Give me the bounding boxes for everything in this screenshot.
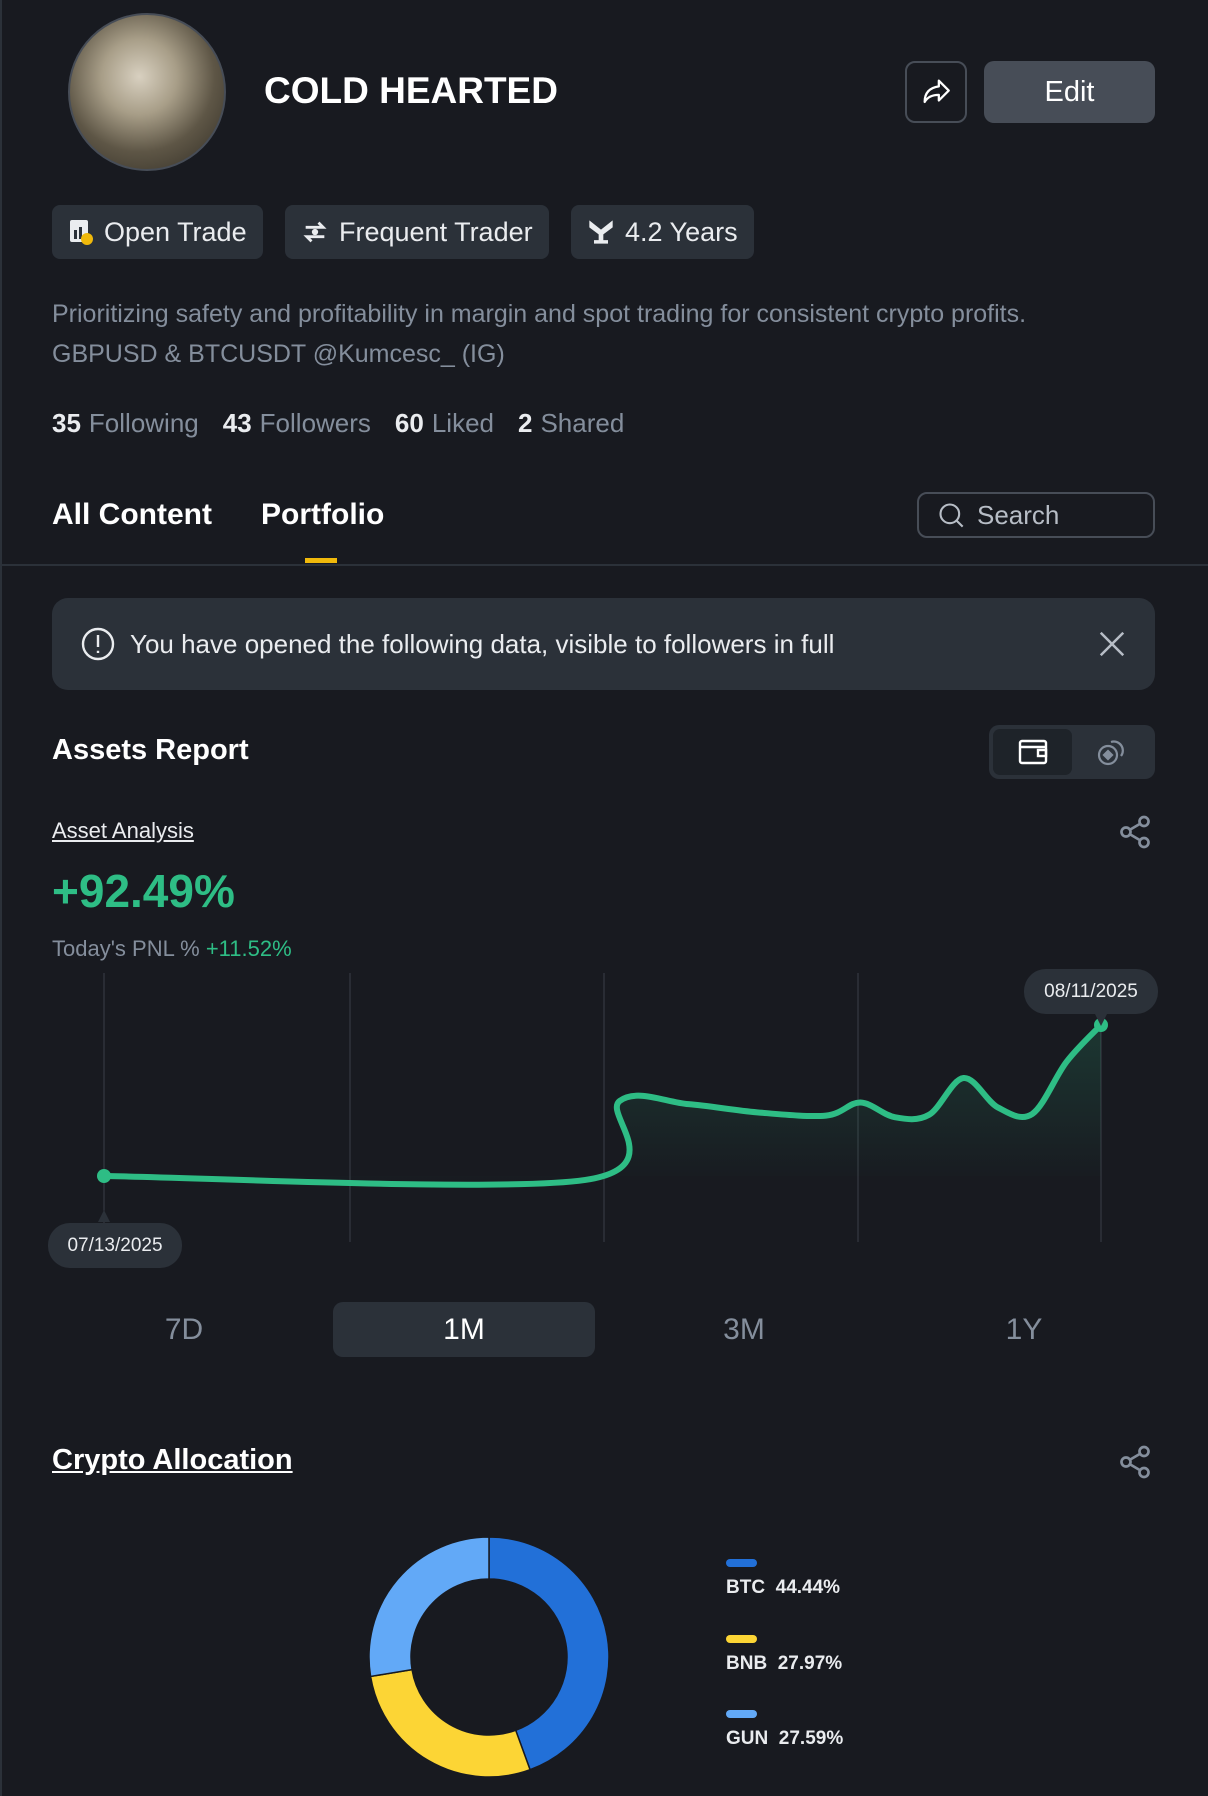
asset-analysis-link[interactable]: Asset Analysis: [52, 818, 194, 843]
wallet-view-button[interactable]: [993, 729, 1072, 775]
legend-value: 27.59%: [778, 1728, 844, 1749]
allocation-donut: [368, 1536, 610, 1778]
close-icon[interactable]: [1097, 629, 1127, 659]
share-profile-button[interactable]: [905, 61, 967, 123]
legend-gun: GUN 27.59%: [726, 1728, 843, 1750]
stat-liked[interactable]: 60 Liked: [395, 408, 494, 439]
period-1y[interactable]: 1Y: [1005, 1312, 1043, 1346]
legend-value: 27.97%: [777, 1653, 843, 1674]
divider: [2, 564, 1208, 566]
view-toggle: [989, 725, 1155, 779]
badge-label: Frequent Trader: [339, 216, 533, 247]
open-trade-icon: [70, 220, 93, 245]
notice-text: You have opened the following data, visi…: [130, 628, 835, 659]
end-pointer: [1095, 1014, 1107, 1026]
today-pnl-label: Today's PNL %: [52, 936, 200, 961]
share-icon[interactable]: [1117, 814, 1153, 850]
start-point: [97, 1169, 111, 1183]
period-3m[interactable]: 3M: [723, 1312, 765, 1346]
stat-label: Followers: [259, 408, 371, 438]
stat-label: Shared: [540, 408, 625, 438]
share-arrow-icon: [923, 79, 950, 104]
swap-icon: [303, 221, 327, 243]
badge-years[interactable]: 4.2 Years: [571, 205, 754, 259]
search-input[interactable]: Search: [917, 492, 1155, 538]
stat-value: 60: [394, 408, 424, 438]
bio-line: GBPUSD & BTCUSDT @Kumcesc_ (IG): [52, 340, 505, 368]
badge-open-trade[interactable]: Open Trade: [52, 205, 263, 259]
assets-report-title: Assets Report: [52, 734, 249, 766]
stat-label: Following: [88, 408, 199, 438]
pnl-line: [101, 1022, 1104, 1188]
trophy-icon: [589, 220, 613, 244]
edit-button[interactable]: Edit: [984, 61, 1155, 123]
info-icon: [81, 627, 115, 661]
search-placeholder: Search: [977, 499, 1060, 530]
stat-value: 43: [222, 408, 252, 438]
stat-label: Liked: [431, 408, 494, 438]
slice-gun: [368, 1536, 490, 1678]
profile-stats: 35 Following 43 Followers 60 Liked 2 Shared: [52, 408, 624, 439]
legend-swatch-btc: [726, 1559, 757, 1567]
today-pnl: Today's PNL % +11.52%: [52, 936, 292, 962]
coins-view-button[interactable]: [1072, 729, 1151, 775]
active-tab-indicator: [305, 558, 337, 563]
legend-label: BTC: [726, 1577, 766, 1598]
legend-label: GUN: [726, 1728, 769, 1749]
badge-frequent-trader[interactable]: Frequent Trader: [285, 205, 549, 259]
slice-bnb: [369, 1668, 532, 1778]
search-icon: [939, 503, 964, 528]
total-pnl: +92.49%: [52, 865, 235, 917]
stat-value: 35: [52, 408, 81, 438]
tab-portfolio[interactable]: Portfolio: [261, 498, 385, 531]
period-7d[interactable]: 7D: [164, 1312, 204, 1346]
slice-btc: [488, 1536, 610, 1771]
start-date-label: 07/13/2025: [48, 1223, 182, 1268]
badge-label: Open Trade: [104, 216, 247, 247]
legend-swatch-bnb: [726, 1635, 757, 1643]
share-icon[interactable]: [1117, 1444, 1153, 1480]
legend-btc: BTC 44.44%: [726, 1577, 840, 1599]
stat-shared[interactable]: 2 Shared: [518, 408, 624, 439]
tab-all-content[interactable]: All Content: [52, 498, 212, 531]
avatar[interactable]: [68, 13, 226, 171]
crypto-allocation-title[interactable]: Crypto Allocation: [52, 1444, 293, 1476]
today-pnl-value: +11.52%: [205, 936, 292, 961]
start-pointer: [98, 1210, 110, 1222]
area-fill: [104, 1025, 1101, 1185]
stat-followers[interactable]: 43 Followers: [223, 408, 371, 439]
notice-banner: You have opened the following data, visi…: [52, 598, 1155, 690]
bio: Prioritizing safety and profitability in…: [52, 294, 1026, 374]
stat-following[interactable]: 35 Following: [52, 408, 199, 439]
pnl-line-chart[interactable]: [2, 960, 1208, 1260]
legend-value: 44.44%: [775, 1577, 841, 1598]
legend-swatch-gun: [726, 1710, 757, 1718]
legend-bnb: BNB 27.97%: [726, 1653, 842, 1675]
wallet-icon: [1018, 739, 1047, 765]
stat-value: 2: [518, 408, 533, 438]
period-1m[interactable]: 1M: [333, 1302, 595, 1357]
bio-line: Prioritizing safety and profitability in…: [52, 300, 1027, 328]
profile-name: COLD HEARTED: [264, 70, 558, 111]
coins-icon: [1097, 740, 1124, 766]
end-date-label: 08/11/2025: [1024, 969, 1158, 1014]
legend-label: BNB: [726, 1653, 768, 1674]
badge-label: 4.2 Years: [625, 216, 738, 247]
